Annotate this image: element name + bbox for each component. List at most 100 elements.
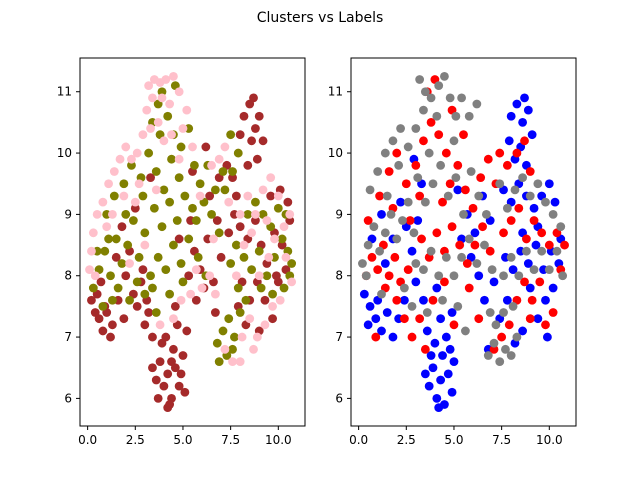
- right-point-2-73: [533, 179, 543, 189]
- right-point-2-79: [377, 289, 386, 299]
- left-y-ticks: 6 7 8 9 10 11: [57, 85, 80, 405]
- right-point-1-62: [407, 332, 417, 342]
- left-point-0-95: [144, 308, 154, 317]
- right-point-0-3: [377, 326, 386, 336]
- left-point-0-70: [239, 111, 249, 121]
- right-point-0-81: [543, 332, 552, 342]
- right-point-0-25: [422, 326, 432, 336]
- left-point-0-23: [159, 381, 169, 391]
- right-point-0-54: [531, 240, 541, 250]
- left-point-1-4: [111, 234, 121, 244]
- right-point-1-2: [373, 265, 383, 274]
- left-point-2-54: [268, 302, 277, 311]
- right-x-ticks: 0.0 2.5 5.0 7.5 10.0: [349, 426, 563, 447]
- right-point-2-11: [373, 167, 383, 176]
- right-point-0-44: [529, 203, 539, 213]
- left-point-1-60: [212, 338, 222, 348]
- left-point-1-42: [165, 197, 175, 207]
- right-point-2-39: [413, 173, 423, 183]
- right-point-0-16: [443, 369, 453, 379]
- left-point-0-28: [178, 351, 188, 360]
- left-point-0-81: [224, 228, 234, 238]
- left-point-1-95: [193, 252, 203, 262]
- left-point-1-0: [88, 283, 98, 293]
- left-point-0-34: [167, 357, 176, 366]
- right-point-1-72: [525, 167, 535, 176]
- left-point-0-97: [96, 277, 106, 287]
- left-point-2-45: [273, 191, 283, 201]
- right-point-1-26: [462, 259, 472, 268]
- left-point-2-14: [132, 148, 142, 158]
- left-point-2-8: [165, 99, 175, 109]
- right-point-2-40: [419, 265, 428, 274]
- left-point-1-99: [108, 295, 117, 305]
- right-point-1-78: [464, 283, 474, 293]
- right-point-1-41: [506, 216, 516, 225]
- right-point-1-68: [449, 320, 459, 330]
- left-point-2-30: [178, 124, 188, 133]
- right-point-0-89: [411, 277, 421, 287]
- left-point-2-51: [245, 314, 255, 324]
- left-point-2-7: [157, 93, 167, 103]
- right-point-0-13: [432, 394, 442, 403]
- right-point-0-78: [377, 210, 386, 219]
- left-point-2-16: [121, 142, 131, 152]
- right-point-2-16: [411, 124, 421, 133]
- left-point-1-91: [228, 167, 237, 176]
- left-x-ticks: 0.0 2.5 5.0 7.5 10.0: [78, 426, 292, 447]
- left-point-0-92: [216, 252, 226, 262]
- left-point-1-77: [277, 234, 287, 244]
- right-point-2-1: [363, 240, 373, 250]
- left-point-1-36: [191, 216, 201, 225]
- left-point-0-72: [251, 124, 260, 133]
- right-point-0-38: [504, 136, 514, 146]
- right-point-1-1: [367, 252, 377, 262]
- left-point-1-61: [218, 326, 228, 336]
- right-point-2-81: [407, 302, 417, 311]
- left-point-0-19: [130, 203, 140, 213]
- right-point-0-7: [388, 332, 398, 342]
- left-x-tick-label-3: 7.5: [221, 433, 240, 447]
- right-y-ticks: 6 7 8 9 10 11: [328, 85, 351, 405]
- right-point-0-31: [512, 99, 522, 109]
- left-point-2-75: [281, 252, 291, 262]
- left-point-2-21: [92, 210, 102, 219]
- left-y-tick-label-1: 7: [64, 330, 72, 344]
- left-y-tick-label-0: 6: [64, 391, 72, 405]
- left-point-1-97: [165, 289, 175, 299]
- right-point-1-4: [384, 271, 394, 281]
- right-point-0-2: [371, 314, 381, 324]
- left-point-0-9: [106, 332, 115, 342]
- right-y-tick-label-3: 9: [335, 207, 343, 221]
- left-point-1-49: [218, 167, 228, 176]
- left-point-1-27: [190, 160, 199, 170]
- left-point-1-96: [178, 277, 188, 287]
- left-point-0-78: [235, 130, 245, 140]
- left-point-0-79: [249, 93, 258, 103]
- right-point-0-51: [508, 265, 518, 274]
- left-point-0-24: [163, 369, 173, 379]
- right-y-tick-label-1: 7: [335, 330, 343, 344]
- left-point-1-45: [188, 203, 197, 213]
- right-point-2-19: [434, 81, 444, 90]
- right-point-2-23: [445, 93, 455, 103]
- right-point-0-34: [527, 130, 537, 140]
- left-point-1-68: [241, 295, 251, 305]
- left-point-1-56: [138, 191, 148, 201]
- right-point-0-72: [396, 197, 405, 207]
- left-point-2-46: [262, 216, 272, 225]
- right-point-2-5: [386, 210, 396, 219]
- left-point-0-75: [243, 160, 253, 170]
- left-point-0-84: [283, 197, 293, 207]
- left-point-2-41: [243, 191, 253, 201]
- right-point-2-57: [485, 308, 495, 317]
- left-point-1-88: [268, 289, 277, 299]
- right-point-2-29: [424, 148, 434, 158]
- left-point-1-46: [195, 179, 205, 189]
- left-point-1-67: [228, 344, 237, 354]
- right-point-1-12: [401, 179, 411, 189]
- right-x-tick-label-2: 5.0: [444, 433, 463, 447]
- left-point-2-22: [88, 228, 98, 238]
- right-point-1-14: [419, 136, 428, 146]
- left-point-0-98: [182, 326, 192, 336]
